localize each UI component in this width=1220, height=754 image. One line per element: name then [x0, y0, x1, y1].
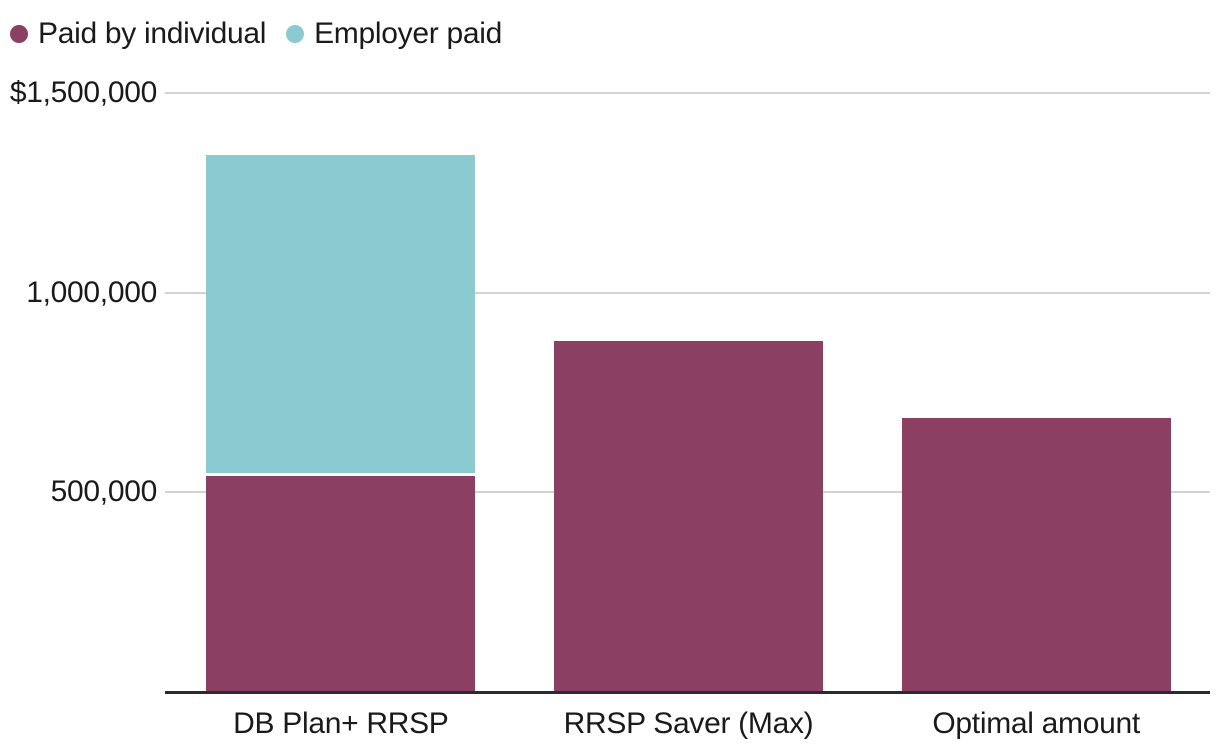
chart-legend: Paid by individual Employer paid — [10, 17, 502, 51]
legend-item: Employer paid — [286, 17, 502, 51]
gridline — [165, 92, 1210, 94]
legend-label: Employer paid — [314, 17, 502, 50]
gridline — [165, 291, 1210, 294]
legend-item: Paid by individual — [10, 17, 266, 51]
bar-segment — [901, 418, 1171, 692]
y-axis-tick-label: 500,000 — [50, 475, 158, 509]
bar-segment — [206, 476, 476, 692]
x-axis-line — [165, 691, 1210, 694]
y-axis-tick-label: 1,000,000 — [26, 275, 157, 309]
bar-segment — [206, 154, 476, 477]
x-axis-category-label: Optimal amount — [932, 707, 1140, 740]
legend-label: Paid by individual — [38, 17, 267, 50]
y-axis-tick-label: $1,500,000 — [9, 76, 157, 109]
legend-swatch-icon — [10, 25, 28, 43]
x-axis-category-label: RRSP Saver (Max) — [563, 707, 814, 740]
bar-segment — [554, 340, 823, 692]
legend-swatch-icon — [286, 25, 305, 43]
x-axis-category-label: DB Plan+ RRSP — [233, 707, 449, 740]
